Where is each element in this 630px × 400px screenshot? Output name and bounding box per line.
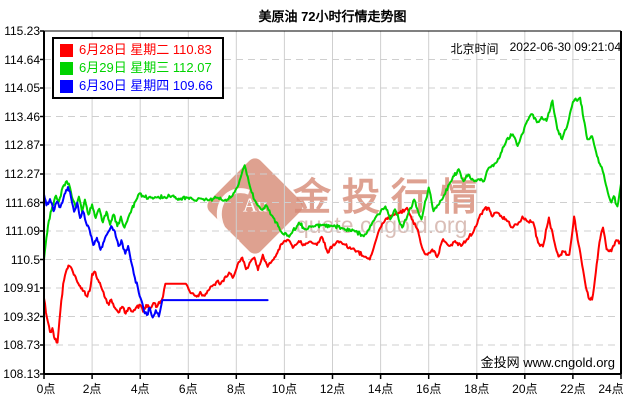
gridlines (44, 31, 621, 374)
legend-row: 6月29日 星期三 112.07 (60, 60, 213, 76)
x-tick-label: 22点 (560, 382, 586, 396)
y-tick-label: 108.13 (3, 367, 40, 381)
timestamp: 2022-06-30 09:21:04 (509, 40, 621, 54)
x-tick-label: 20点 (512, 382, 538, 396)
legend-swatch-icon (60, 79, 73, 93)
y-tick-label: 109.91 (3, 281, 40, 295)
series-line-0 (44, 206, 621, 344)
x-tick-label: 24点 (598, 382, 624, 396)
page-title: 美原油 72小时行情走势图 (258, 9, 407, 24)
y-tick-label: 111.09 (5, 224, 40, 238)
y-tick-label: 109.32 (3, 309, 40, 324)
legend-row: 6月30日 星期四 109.66 (60, 78, 213, 94)
x-tick-label: 18点 (464, 382, 490, 396)
series-line-2 (44, 186, 269, 319)
legend-swatch-icon (60, 61, 73, 75)
site-credit: 金投网 www.cngold.org (480, 355, 615, 370)
y-tick-label: 113.46 (4, 109, 40, 124)
x-tick-label: 2点 (82, 382, 102, 396)
timezone-label: 北京时间 (450, 42, 499, 56)
y-tick-label: 110.5 (10, 252, 40, 267)
legend-box: 6月28日 星期二 110.83 6月29日 星期三 112.07 6月30日 星期… (52, 37, 224, 99)
x-tick-label: 14点 (367, 382, 394, 396)
legend-label: 6月28日 星期二 110.83 (79, 42, 212, 57)
x-tick-label: 12点 (319, 382, 346, 396)
legend-swatch-icon (60, 43, 73, 57)
beijing-time: 北京时间 2022-06-30 09:21:04 (451, 40, 621, 57)
x-tick-label: 16点 (415, 382, 442, 396)
y-tick-label: 114.64 (4, 52, 40, 67)
legend-label: 6月30日 星期四 109.66 (79, 78, 213, 93)
legend-label: 6月29日 星期三 112.07 (79, 60, 212, 75)
y-tick-label: 114.05 (4, 81, 40, 95)
x-tick-label: 10点 (271, 382, 298, 396)
x-tick-label: 8点 (226, 382, 246, 396)
x-tick-label: 4点 (130, 382, 150, 396)
series-line-1 (44, 96, 621, 261)
y-tick-label: 108.73 (3, 338, 40, 352)
y-tick-label: 111.68 (5, 195, 40, 210)
x-tick-label: 0点 (36, 382, 56, 396)
watermark-brand: 金投行情 (293, 177, 490, 219)
x-tick-label: 6点 (178, 382, 198, 396)
legend-row: 6月28日 星期二 110.83 (60, 42, 213, 58)
y-tick-label: 115.23 (4, 24, 40, 38)
plot-border (40, 30, 622, 379)
y-tick-label: 112.27 (4, 166, 40, 181)
y-tick-label: 112.87 (4, 138, 40, 152)
